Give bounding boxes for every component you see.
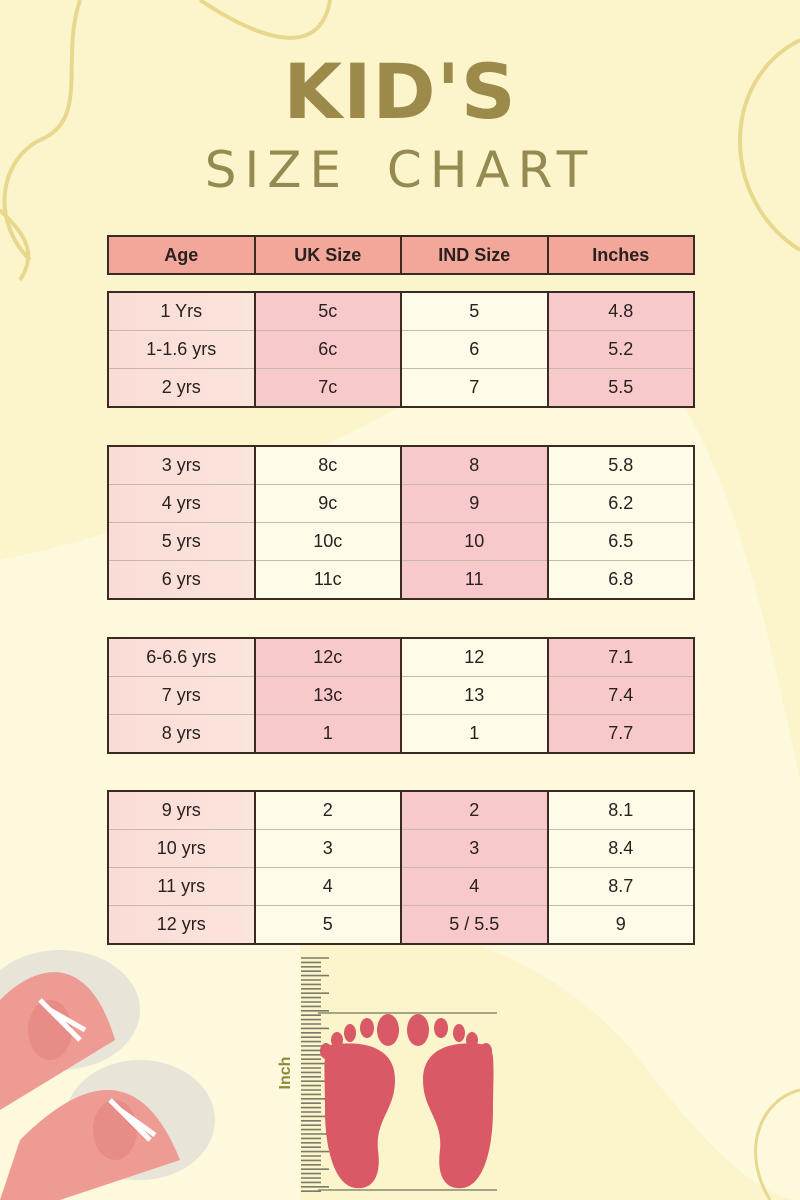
- cell-inches: 6.2: [546, 484, 695, 523]
- footprint-icon: [318, 1012, 497, 1191]
- cell-age: 11 yrs: [107, 867, 256, 906]
- table-row: 3 yrs 8c 8 5.8: [107, 446, 695, 485]
- cell-inches: 5.5: [546, 368, 695, 407]
- cell-ind-size: 4: [400, 867, 549, 906]
- cell-uk-size: 6c: [253, 330, 402, 369]
- cell-ind-size: 8: [400, 446, 549, 485]
- cell-uk-size: 5: [253, 905, 402, 944]
- shoe-icon: [0, 950, 215, 1200]
- cell-uk-size: 11c: [253, 560, 402, 599]
- cell-ind-size: 11: [400, 560, 549, 599]
- cell-ind-size: 10: [400, 522, 549, 561]
- cell-uk-size: 9c: [253, 484, 402, 523]
- table-row: 9 yrs 2 2 8.1: [107, 791, 695, 830]
- table-row: 2 yrs 7c 7 5.5: [107, 368, 695, 407]
- cell-inches: 5.2: [546, 330, 695, 369]
- size-group-1: 1 Yrs 5c 5 4.8 1-1.6 yrs 6c 6 5.2 2 yrs 7c 7 5.5: [107, 291, 695, 408]
- cell-ind-size: 3: [400, 829, 549, 868]
- cell-uk-size: 13c: [253, 676, 402, 715]
- table-row: 11 yrs 4 4 8.7: [107, 867, 695, 906]
- cell-age: 8 yrs: [107, 714, 256, 753]
- table-row: 6 yrs 11c 11 6.8: [107, 560, 695, 599]
- cell-age: 5 yrs: [107, 522, 256, 561]
- cell-age: 12 yrs: [107, 905, 256, 944]
- cell-inches: 6.8: [546, 560, 695, 599]
- cell-uk-size: 5c: [253, 292, 402, 331]
- cell-inches: 4.8: [546, 292, 695, 331]
- cell-ind-size: 2: [400, 791, 549, 830]
- cell-age: 9 yrs: [107, 791, 256, 830]
- table-row: 6-6.6 yrs 12c 12 7.1: [107, 638, 695, 677]
- table-row: 4 yrs 9c 9 6.2: [107, 484, 695, 523]
- cell-inches: 8.4: [546, 829, 695, 868]
- cell-age: 6-6.6 yrs: [107, 638, 256, 677]
- cell-inches: 8.7: [546, 867, 695, 906]
- cell-age: 1-1.6 yrs: [107, 330, 256, 369]
- cell-age: 6 yrs: [107, 560, 256, 599]
- cell-inches: 5.8: [546, 446, 695, 485]
- table-row: 5 yrs 10c 10 6.5: [107, 522, 695, 561]
- cell-inches: 7.4: [546, 676, 695, 715]
- cell-age: 10 yrs: [107, 829, 256, 868]
- size-group-4: 9 yrs 2 2 8.1 10 yrs 3 3 8.4 11 yrs 4 4 8.7 12 yrs 5 5…: [107, 790, 695, 945]
- cell-ind-size: 5: [400, 292, 549, 331]
- cell-uk-size: 7c: [253, 368, 402, 407]
- cell-uk-size: 10c: [253, 522, 402, 561]
- size-group-3: 6-6.6 yrs 12c 12 7.1 7 yrs 13c 13 7.4 8 yrs 1 1 7.7: [107, 637, 695, 754]
- cell-age: 4 yrs: [107, 484, 256, 523]
- cell-uk-size: 2: [253, 791, 402, 830]
- cell-ind-size: 7: [400, 368, 549, 407]
- cell-inches: 7.1: [546, 638, 695, 677]
- cell-uk-size: 4: [253, 867, 402, 906]
- ruler-label: Inch: [277, 1056, 294, 1090]
- cell-ind-size: 5 / 5.5: [400, 905, 549, 944]
- page-subtitle: SIZE CHART: [204, 141, 596, 199]
- header-inches: Inches: [546, 235, 695, 275]
- table-row: 1 Yrs 5c 5 4.8: [107, 292, 695, 331]
- cell-uk-size: 12c: [253, 638, 402, 677]
- cell-inches: 9: [546, 905, 695, 944]
- page-title: KID'S: [283, 47, 517, 136]
- cell-age: 2 yrs: [107, 368, 256, 407]
- table-row: 7 yrs 13c 13 7.4: [107, 676, 695, 715]
- cell-inches: 6.5: [546, 522, 695, 561]
- header-age: Age: [107, 235, 256, 275]
- cell-age: 1 Yrs: [107, 292, 256, 331]
- ruler-icon: [301, 957, 329, 1192]
- cell-ind-size: 1: [400, 714, 549, 753]
- table-row: 1-1.6 yrs 6c 6 5.2: [107, 330, 695, 369]
- cell-uk-size: 8c: [253, 446, 402, 485]
- cell-uk-size: 1: [253, 714, 402, 753]
- cell-inches: 8.1: [546, 791, 695, 830]
- cell-uk-size: 3: [253, 829, 402, 868]
- table-row: 10 yrs 3 3 8.4: [107, 829, 695, 868]
- table-row: 8 yrs 1 1 7.7: [107, 714, 695, 753]
- cell-ind-size: 6: [400, 330, 549, 369]
- cell-ind-size: 13: [400, 676, 549, 715]
- table-row: 12 yrs 5 5 / 5.5 9: [107, 905, 695, 944]
- cell-inches: 7.7: [546, 714, 695, 753]
- cell-age: 3 yrs: [107, 446, 256, 485]
- size-table-header: Age UK Size IND Size Inches: [107, 235, 695, 275]
- cell-age: 7 yrs: [107, 676, 256, 715]
- cell-ind-size: 12: [400, 638, 549, 677]
- header-ind-size: IND Size: [400, 235, 549, 275]
- size-group-2: 3 yrs 8c 8 5.8 4 yrs 9c 9 6.2 5 yrs 10c 10 6.5 6 yrs…: [107, 445, 695, 600]
- cell-ind-size: 9: [400, 484, 549, 523]
- header-uk-size: UK Size: [253, 235, 402, 275]
